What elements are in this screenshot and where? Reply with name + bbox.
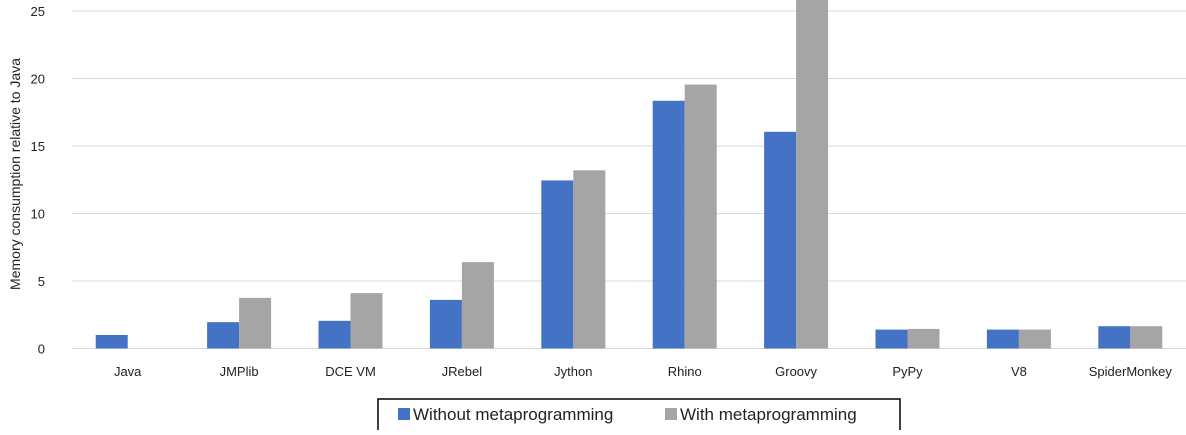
y-tick-labels: 0 5 10 15 20 25 xyxy=(31,4,45,357)
category-label: Java xyxy=(114,364,142,379)
y-axis-title: Memory consumption relative to Java xyxy=(7,58,23,290)
category-label: PyPy xyxy=(892,364,923,379)
bar-jrebel-with xyxy=(461,262,494,349)
bar-jrebel-without xyxy=(429,299,462,349)
y-tick-label: 10 xyxy=(31,207,45,222)
y-tick-label: 15 xyxy=(31,139,45,154)
y-tick-label: 20 xyxy=(31,72,45,87)
bar-v8-with xyxy=(1018,329,1051,349)
bar-java-without xyxy=(95,335,128,349)
bar-groovy-with xyxy=(796,0,829,349)
category-labels: Java JMPlib DCE VM JRebel Jython Rhino Groovy P… xyxy=(114,364,1172,379)
category-label: SpiderMonkey xyxy=(1089,364,1173,379)
category-label: DCE VM xyxy=(325,364,376,379)
bar-spidermonkey-with xyxy=(1130,326,1163,349)
bar-pypy-with xyxy=(907,328,940,349)
bar-jython-with xyxy=(573,170,606,349)
y-tick-label: 5 xyxy=(38,274,45,289)
legend-label-with-metaprogramming: With metaprogramming xyxy=(680,405,857,424)
category-label: Groovy xyxy=(775,364,817,379)
bar-v8-without xyxy=(986,329,1019,349)
category-label: V8 xyxy=(1011,364,1027,379)
bar-pypy-without xyxy=(875,329,908,349)
bar-groovy-without xyxy=(764,131,797,349)
bar-dce-vm-with xyxy=(350,293,383,349)
legend-label-without-metaprogramming: Without metaprogramming xyxy=(413,405,613,424)
bar-jmplib-without xyxy=(207,322,240,349)
legend-swatch-without-metaprogramming xyxy=(398,408,410,420)
legend-border xyxy=(377,398,901,435)
category-label: Jython xyxy=(554,364,592,379)
category-label: JRebel xyxy=(442,364,483,379)
category-label: Rhino xyxy=(668,364,702,379)
y-tick-label: 25 xyxy=(31,4,45,19)
category-label: JMPlib xyxy=(220,364,259,379)
bar-dce-vm-without xyxy=(318,320,351,349)
legend-swatch-with-metaprogramming xyxy=(665,408,677,420)
bar-jmplib-with xyxy=(239,297,272,349)
y-tick-label: 0 xyxy=(38,342,45,357)
bar-rhino-with xyxy=(684,84,717,349)
bar-jython-without xyxy=(541,180,574,349)
bar-rhino-without xyxy=(652,100,685,349)
legend: Without metaprogramming With metaprogram… xyxy=(377,398,901,435)
bars xyxy=(95,0,1163,349)
bar-spidermonkey-without xyxy=(1098,326,1131,349)
